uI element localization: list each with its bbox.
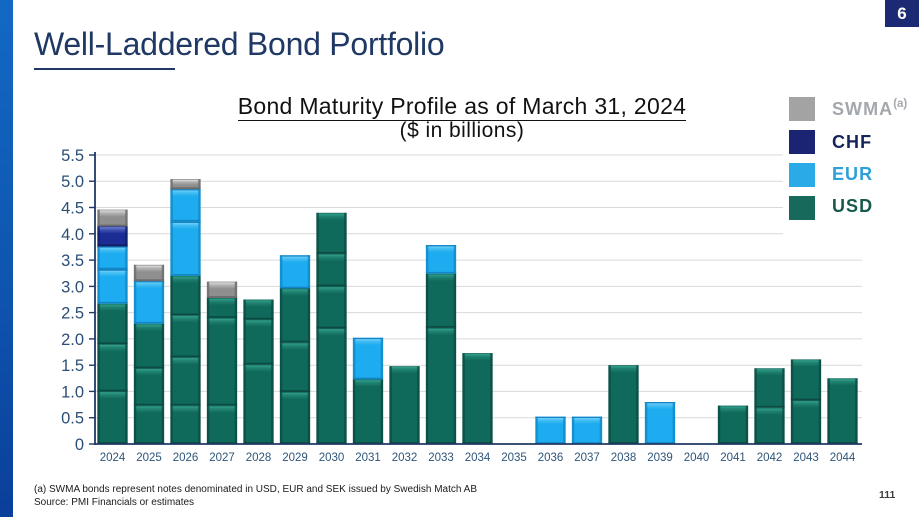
- svg-text:2043: 2043: [793, 452, 819, 464]
- svg-text:2032: 2032: [392, 452, 418, 464]
- svg-text:3.0: 3.0: [61, 278, 84, 296]
- svg-text:5.0: 5.0: [61, 173, 84, 191]
- svg-text:2025: 2025: [136, 452, 162, 464]
- svg-text:2.5: 2.5: [61, 305, 84, 323]
- svg-text:3.5: 3.5: [61, 252, 84, 270]
- svg-text:1.5: 1.5: [61, 357, 84, 375]
- svg-text:2040: 2040: [684, 452, 710, 464]
- svg-text:2044: 2044: [830, 452, 856, 464]
- svg-text:2.0: 2.0: [61, 331, 84, 349]
- svg-text:2027: 2027: [209, 452, 235, 464]
- svg-text:1.0: 1.0: [61, 383, 84, 401]
- svg-text:2039: 2039: [647, 452, 673, 464]
- svg-text:2030: 2030: [319, 452, 345, 464]
- svg-text:2028: 2028: [246, 452, 272, 464]
- svg-text:2031: 2031: [355, 452, 381, 464]
- svg-text:2038: 2038: [611, 452, 637, 464]
- svg-text:2026: 2026: [173, 452, 199, 464]
- svg-text:4.0: 4.0: [61, 226, 84, 244]
- svg-text:2036: 2036: [538, 452, 564, 464]
- svg-text:2024: 2024: [100, 452, 126, 464]
- svg-text:2042: 2042: [757, 452, 783, 464]
- svg-text:2037: 2037: [574, 452, 600, 464]
- svg-text:2041: 2041: [720, 452, 746, 464]
- svg-text:5.5: 5.5: [61, 147, 84, 165]
- svg-text:0.5: 0.5: [61, 410, 84, 428]
- svg-text:2034: 2034: [465, 452, 491, 464]
- svg-text:0: 0: [75, 436, 84, 454]
- svg-text:2033: 2033: [428, 452, 454, 464]
- svg-text:2035: 2035: [501, 452, 527, 464]
- svg-text:4.5: 4.5: [61, 200, 84, 218]
- svg-text:2029: 2029: [282, 452, 308, 464]
